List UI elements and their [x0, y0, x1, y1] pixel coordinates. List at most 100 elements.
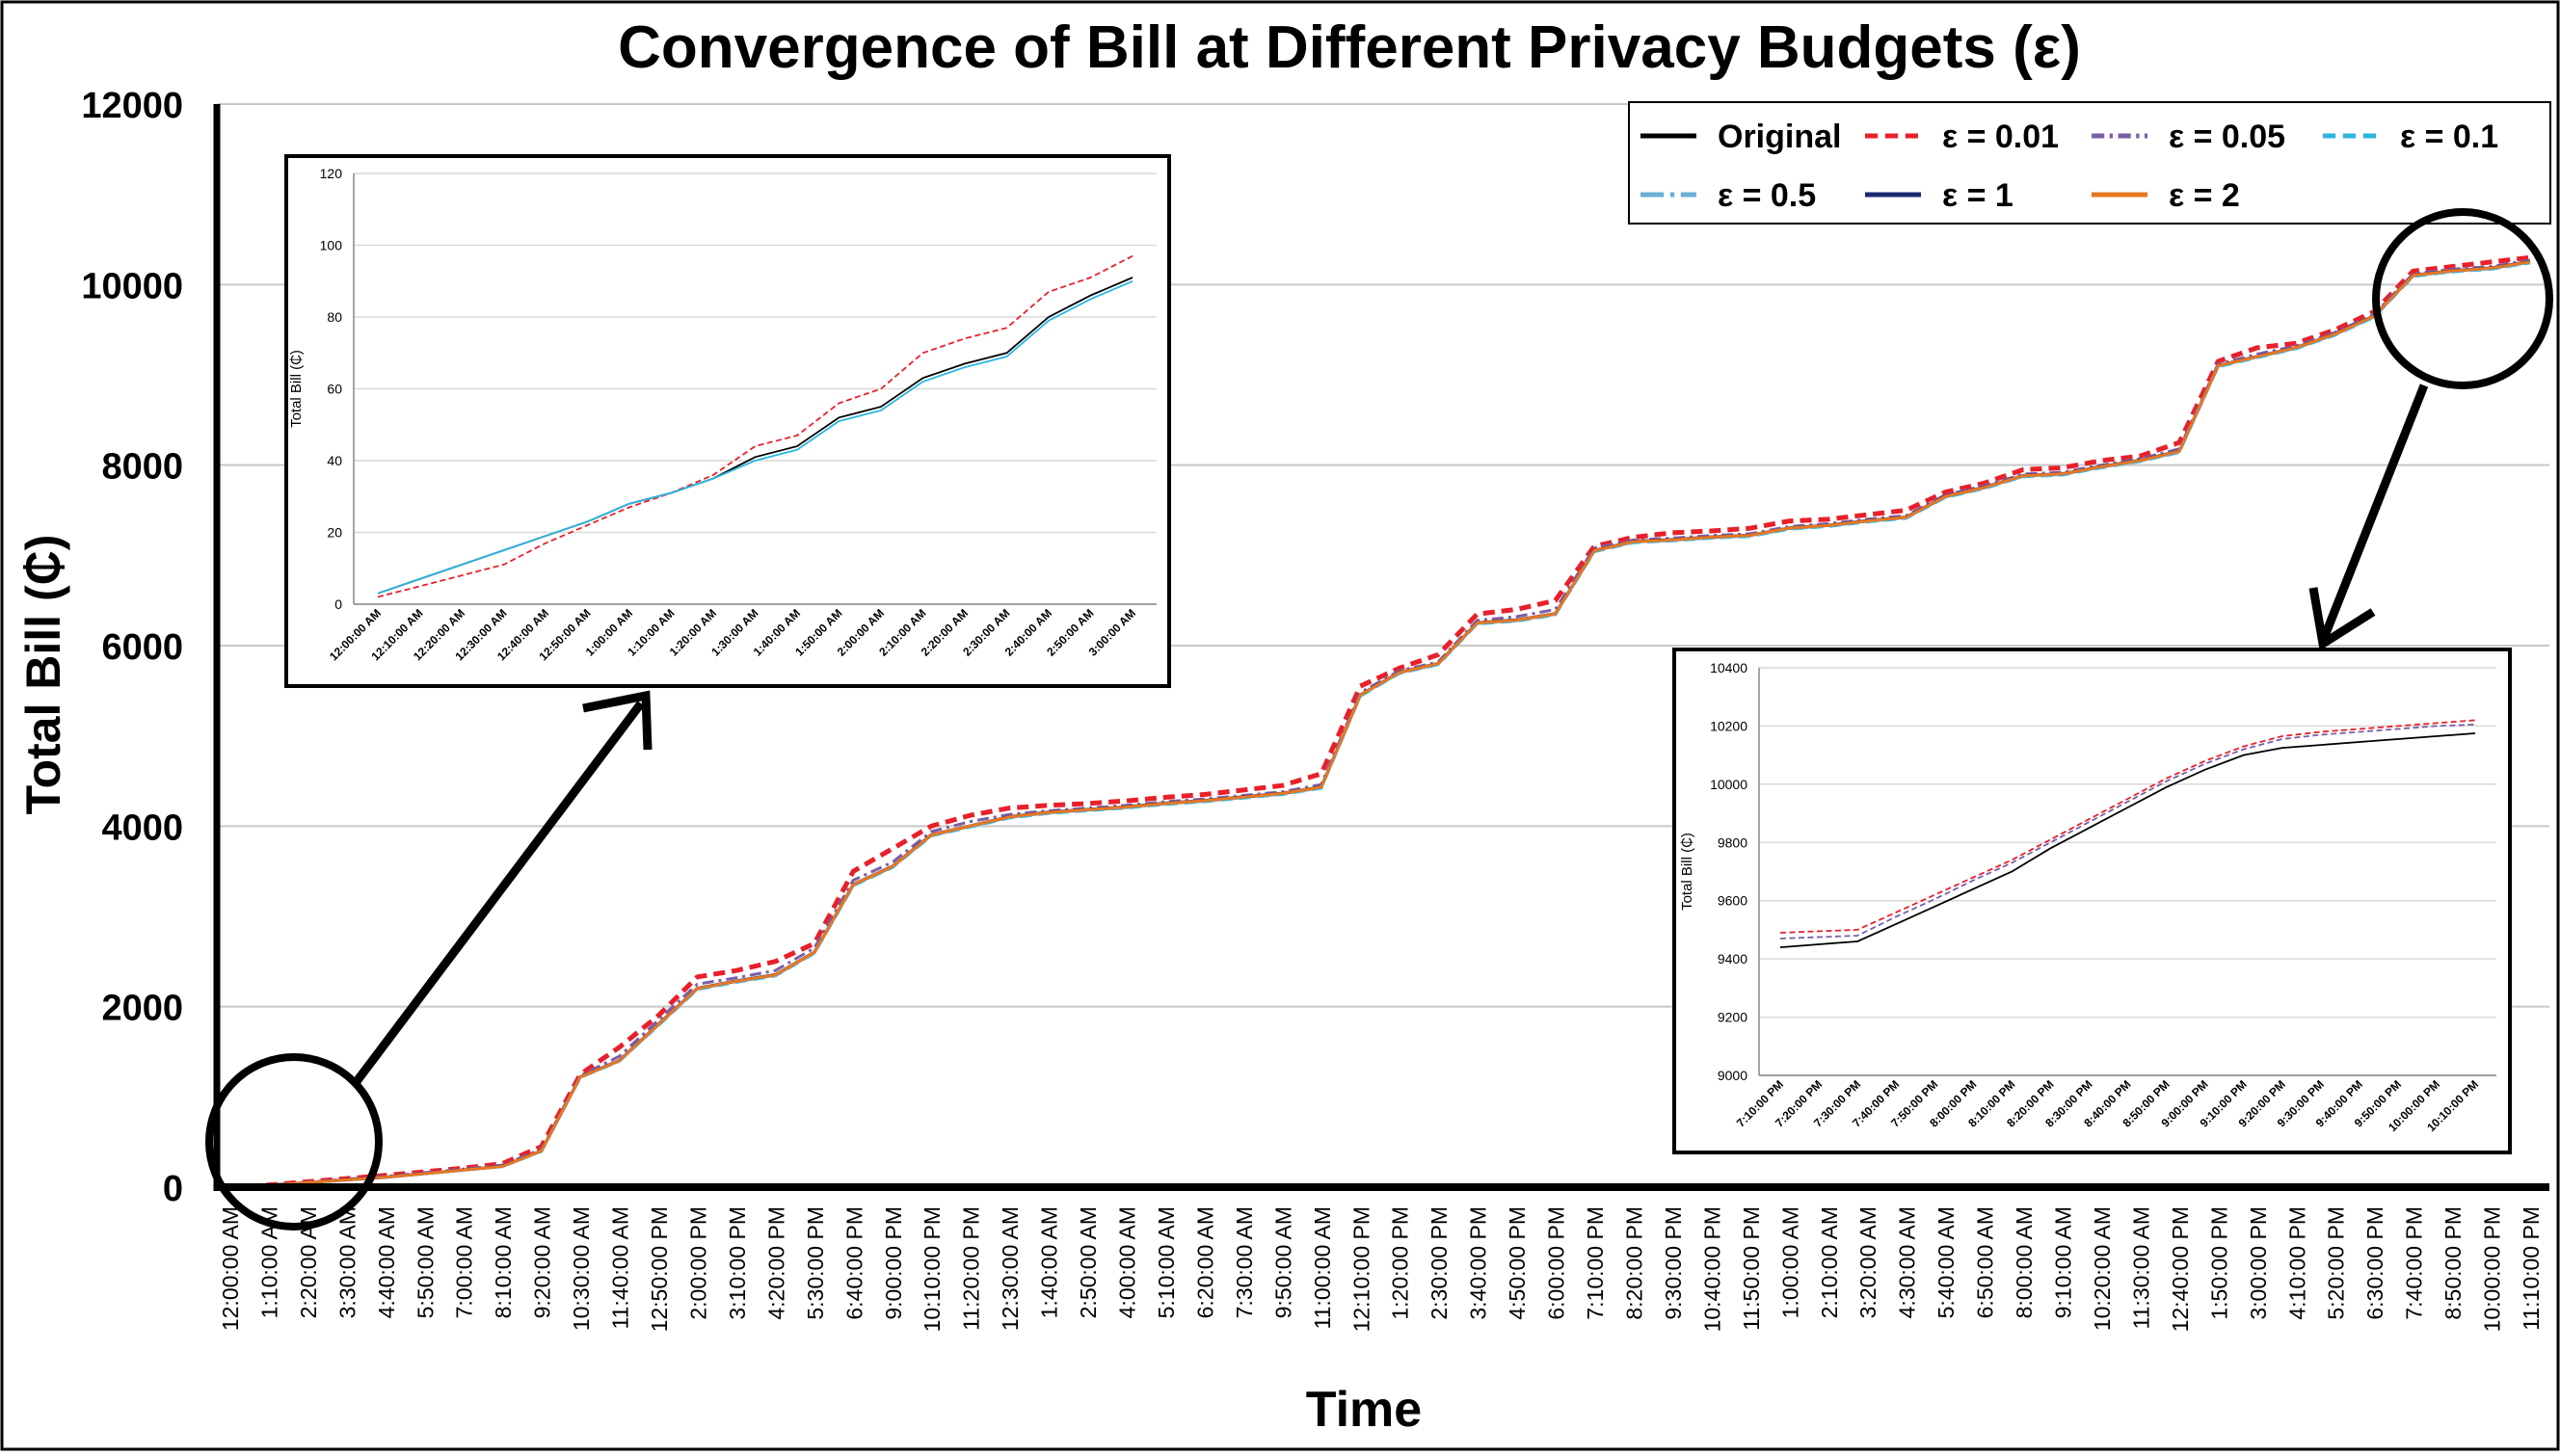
x-tick-label: 6:20:00 AM: [1192, 1206, 1217, 1318]
x-tick-label: 2:10:00 AM: [1817, 1206, 1842, 1318]
x-tick-label: 10:00:00 PM: [2480, 1206, 2505, 1332]
inset-y-tick-label: 10200: [1710, 718, 1747, 733]
zoom-circle-late: [2372, 208, 2553, 389]
x-tick-label: 1:50:00 PM: [2206, 1206, 2231, 1320]
x-tick-label: 4:40:00 AM: [374, 1206, 399, 1318]
x-tick-label: 9:50:00 AM: [1270, 1206, 1295, 1318]
x-tick-label: 6:40:00 PM: [841, 1206, 867, 1320]
y-tick-label: 8000: [101, 447, 183, 488]
y-tick-label: 12000: [81, 86, 183, 126]
x-tick-label: 11:10:00 PM: [2519, 1206, 2544, 1331]
inset-y-axis-label: Total Bill (₵): [1679, 833, 1695, 911]
legend-box: [1628, 101, 2551, 225]
zoom-arrow-late-head: [2308, 587, 2376, 651]
inset-y-axis-label: Total Bill (₵): [288, 350, 305, 428]
x-tick-label: 7:40:00 PM: [2402, 1206, 2427, 1320]
x-tick-label: 5:20:00 PM: [2324, 1206, 2349, 1320]
x-tick-label: 3:10:00 PM: [725, 1206, 750, 1320]
x-tick-label: 5:10:00 AM: [1154, 1206, 1179, 1318]
x-tick-label: 6:00:00 PM: [1544, 1206, 1569, 1320]
chart-title: Convergence of Bill at Different Privacy…: [618, 14, 2081, 81]
x-tick-label: 9:20:00 AM: [530, 1206, 555, 1318]
x-tick-label: 8:50:00 PM: [2440, 1206, 2466, 1320]
x-tick-label: 6:30:00 PM: [2362, 1206, 2387, 1320]
zoom-circle-early: [205, 1053, 383, 1231]
inset-y-tick-label: 9800: [1718, 834, 1747, 850]
x-tick-label: 5:40:00 AM: [1933, 1206, 1959, 1318]
x-tick-label: 11:20:00 PM: [959, 1206, 984, 1331]
series-line: [228, 258, 2531, 1189]
x-tick-label: 3:20:00 AM: [1855, 1206, 1880, 1318]
inset-y-tick-label: 100: [320, 238, 343, 253]
x-tick-label: 12:10:00 PM: [1348, 1206, 1373, 1332]
x-tick-label: 12:40:00 PM: [2168, 1206, 2193, 1332]
inset-y-tick-label: 120: [320, 166, 343, 181]
y-tick-label: 10000: [81, 266, 183, 306]
x-tick-label: 11:00:00 AM: [1310, 1206, 1335, 1329]
x-tick-label: 4:50:00 PM: [1505, 1206, 1530, 1320]
x-tick-label: 2:50:00 AM: [1076, 1206, 1101, 1318]
inset-series-line: [1779, 732, 2476, 948]
x-tick-label: 3:00:00 PM: [2246, 1206, 2271, 1320]
inset-y-tick-label: 9200: [1718, 1010, 1747, 1025]
x-tick-label: 10:20:00 AM: [2090, 1206, 2115, 1331]
legend-label: ε = 0.05: [2169, 119, 2285, 155]
x-tick-label: 7:10:00 PM: [1583, 1206, 1608, 1320]
inset-y-tick-label: 10000: [1710, 777, 1747, 792]
y-tick-label: 2000: [101, 989, 183, 1029]
series-line: [228, 260, 2531, 1189]
x-tick-label: 10:40:00 PM: [1699, 1206, 1724, 1332]
y-axis-label: Total Bill (₵): [16, 535, 70, 815]
inset-y-tick-label: 9000: [1718, 1068, 1747, 1083]
y-tick-label: 4000: [101, 807, 183, 848]
x-tick-label: 11:30:00 AM: [2128, 1206, 2153, 1329]
x-tick-label: 2:30:00 PM: [1427, 1206, 1452, 1320]
x-tick-label: 9:10:00 AM: [2051, 1206, 2076, 1318]
y-tick-label: 0: [163, 1169, 183, 1209]
inset-series-line: [1779, 719, 2476, 934]
x-tick-label: 11:50:00 PM: [1739, 1206, 1764, 1331]
x-tick-label: 7:30:00 AM: [1232, 1206, 1257, 1318]
x-tick-label: 5:50:00 AM: [413, 1206, 438, 1318]
inset-y-tick-label: 10400: [1710, 660, 1747, 675]
legend-label: ε = 2: [2169, 177, 2240, 214]
x-tick-label: 1:40:00 AM: [1037, 1206, 1062, 1318]
x-tick-label: 4:00:00 AM: [1115, 1206, 1140, 1318]
x-tick-label: 4:10:00 PM: [2284, 1206, 2309, 1320]
x-tick-label: 1:00:00 AM: [1777, 1206, 1802, 1318]
inset-y-tick-label: 80: [327, 309, 342, 325]
x-tick-label: 10:10:00 PM: [920, 1206, 945, 1332]
inset-series-line: [1779, 724, 2476, 940]
legend-label: Original: [1718, 119, 1841, 155]
x-tick-label: 9:00:00 PM: [881, 1206, 906, 1320]
x-tick-label: 6:50:00 AM: [1973, 1206, 1998, 1318]
x-tick-label: 2:00:00 PM: [686, 1206, 711, 1320]
inset-early-frame: [284, 154, 1171, 688]
x-tick-label: 1:20:00 PM: [1388, 1206, 1413, 1320]
inset-y-tick-label: 40: [327, 453, 342, 468]
x-tick-label: 4:20:00 PM: [763, 1206, 788, 1320]
y-tick-label: 6000: [101, 627, 183, 668]
x-tick-label: 12:30:00 AM: [998, 1206, 1023, 1331]
x-tick-label: 7:00:00 AM: [452, 1206, 477, 1318]
x-tick-label: 3:30:00 AM: [334, 1206, 360, 1318]
x-tick-label: 9:30:00 PM: [1661, 1206, 1686, 1320]
inset-y-tick-label: 9600: [1718, 893, 1747, 909]
x-tick-label: 12:00:00 AM: [218, 1206, 243, 1331]
zoom-arrow-late: [2318, 384, 2429, 643]
x-tick-label: 8:10:00 AM: [491, 1206, 516, 1318]
x-tick-label: 4:30:00 AM: [1895, 1206, 1920, 1318]
x-tick-label: 12:50:00 PM: [647, 1206, 672, 1332]
inset-y-tick-label: 0: [334, 596, 342, 612]
legend-label: ε = 0.1: [2400, 119, 2498, 155]
zoom-arrow-early: [351, 701, 645, 1087]
x-tick-label: 10:30:00 AM: [569, 1206, 594, 1331]
zoom-arrow-early-head: [582, 690, 653, 751]
x-tick-label: 8:20:00 PM: [1622, 1206, 1647, 1320]
x-tick-label: 3:40:00 PM: [1466, 1206, 1491, 1320]
x-tick-label: 11:40:00 AM: [608, 1206, 633, 1329]
inset-y-tick-label: 9400: [1718, 951, 1747, 966]
series-line: [228, 254, 2531, 1190]
legend-label: ε = 0.5: [1718, 177, 1816, 214]
